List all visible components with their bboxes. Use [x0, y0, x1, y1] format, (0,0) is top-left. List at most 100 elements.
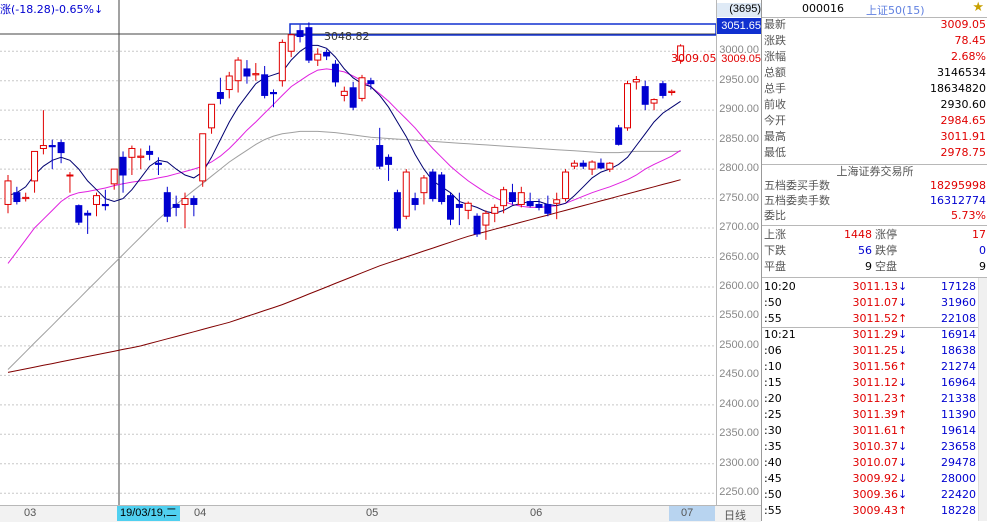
candle-body — [668, 90, 676, 93]
candle-body — [66, 174, 74, 177]
candle-body — [659, 83, 667, 96]
tick-arrow: ↓ — [898, 456, 908, 469]
candle-body — [261, 74, 269, 96]
candle-body — [402, 171, 410, 217]
crosshair-price-frame — [289, 23, 716, 36]
quote-row-value: 2930.60 — [940, 98, 987, 111]
candle-body — [411, 198, 419, 205]
tick-row[interactable]: :25 3011.39 ↑ 11390 — [762, 407, 987, 423]
crosshair-date-box: 19/03/19,二 — [117, 506, 180, 521]
breadth-label-2: 空盘 — [875, 260, 897, 273]
tick-row[interactable]: :06 3011.25 ↓ 18638 — [762, 343, 987, 359]
ma60-line — [7, 179, 681, 373]
tick-volume: 28000 — [941, 472, 976, 485]
tick-row[interactable]: :50 3011.07 ↓ 31960 — [762, 295, 987, 311]
current-price-label: 3009.05 — [671, 52, 716, 65]
candle-body — [75, 205, 83, 223]
tick-price: 3011.23 — [852, 392, 899, 405]
tick-row[interactable]: :40 3010.07 ↓ 29478 — [762, 455, 987, 471]
tick-row[interactable]: :15 3011.12 ↓ 16964 — [762, 375, 987, 391]
price-tick-label: 2850.00 — [719, 132, 759, 145]
date-axis: 03 19/03/19,二 04 05 06 07 日线 — [0, 505, 761, 522]
candle-body — [385, 156, 393, 165]
price-axis: (3695) 3051.65 3009.05 3000.00 2950.00 290… — [716, 0, 762, 505]
tick-row[interactable]: :10 3011.56 ↑ 21274 — [762, 359, 987, 375]
tick-row[interactable]: :50 3009.36 ↓ 22420 — [762, 487, 987, 503]
crosshair-price-box: 3051.65 — [717, 18, 761, 34]
quote-row: 前收 2930.60 — [762, 98, 987, 112]
tick-arrow: ↓ — [898, 344, 908, 357]
price-tick-label: 2800.00 — [719, 162, 759, 175]
candle-body — [22, 196, 30, 200]
tick-arrow: ↓ — [898, 472, 908, 485]
tick-row[interactable]: :55 3009.43 ↑ 18228 — [762, 503, 987, 519]
tick-row[interactable]: :45 3009.92 ↓ 28000 — [762, 471, 987, 487]
tick-row[interactable]: :55 3011.52 ↑ 22108 — [762, 311, 987, 328]
tick-arrow: ↑ — [898, 312, 908, 325]
breadth-value: 9 — [865, 260, 872, 273]
candle-body — [562, 171, 570, 200]
candle-body — [677, 45, 685, 61]
candle-body — [358, 77, 366, 99]
tick-row[interactable]: 10:21 3011.29 ↓ 16914 — [762, 327, 987, 343]
breadth-label: 上涨 — [764, 228, 786, 241]
candle-body — [570, 162, 578, 167]
tick-time: :25 — [764, 408, 782, 421]
tick-time: :55 — [764, 504, 782, 517]
candle-body — [323, 51, 331, 57]
candle-body — [119, 156, 127, 176]
tick-volume: 31960 — [941, 296, 976, 309]
candle-body — [632, 79, 640, 83]
candle-body — [544, 203, 552, 214]
candle-body — [199, 133, 207, 182]
tick-row[interactable]: 10:20 3011.13 ↓ 17128 — [762, 279, 987, 295]
candle-body — [349, 87, 357, 108]
period-label[interactable]: 日线 — [724, 510, 746, 522]
tick-row[interactable]: :20 3011.23 ↑ 21338 — [762, 391, 987, 407]
candle-body — [287, 34, 295, 52]
tick-arrow: ↓ — [898, 296, 908, 309]
breadth-label-2: 跌停 — [875, 244, 897, 257]
candle-body — [447, 195, 454, 220]
quote-row-value: 3011.91 — [940, 130, 987, 143]
kline-chart[interactable]: 涨(-18.28)-0.65%↓ 3048.82 3009.05 — [0, 0, 716, 505]
breadth-row: 平盘 9 空盘 9 — [762, 260, 987, 274]
favorite-star-icon[interactable]: ★ — [972, 0, 984, 15]
price-tick-label: 2650.00 — [719, 250, 759, 263]
price-tick-label: 2600.00 — [719, 279, 759, 292]
candle-body — [225, 75, 233, 91]
candle-body — [615, 127, 623, 145]
price-tick-label: 2300.00 — [719, 456, 759, 469]
tick-price: 3011.13 — [852, 280, 899, 293]
period-high-label: 3048.82 — [324, 30, 370, 43]
kline-svg[interactable] — [0, 0, 716, 505]
quote-row-label: 最低 — [764, 146, 786, 159]
quote-row-value: 2978.75 — [940, 146, 987, 159]
tick-volume: 16914 — [941, 328, 976, 341]
breadth-value-2: 17 — [972, 228, 986, 241]
candle-body — [305, 27, 313, 61]
tick-row[interactable]: :30 3011.61 ↑ 19614 — [762, 423, 987, 439]
panel-scrollbar[interactable] — [978, 278, 987, 521]
candle-body — [650, 99, 658, 104]
candle-body — [296, 30, 304, 38]
breadth-row: 下跌 56 跌停 0 — [762, 244, 987, 258]
exchange-name: 上海证券交易所 — [836, 165, 914, 178]
candle-body — [464, 202, 472, 211]
quote-row-value: 3009.05 — [940, 18, 987, 31]
count-badge: (3695) — [717, 3, 761, 17]
tick-row[interactable]: :35 3010.37 ↓ 23658 — [762, 439, 987, 455]
candle-body — [491, 206, 499, 214]
candle-body — [482, 212, 490, 226]
tick-volume: 22108 — [941, 312, 976, 325]
quote-row: 总手 18634820 — [762, 82, 987, 96]
candle-body — [473, 215, 481, 235]
ma10-line — [7, 68, 681, 264]
quote-row-label: 涨跌 — [764, 34, 786, 47]
tick-price: 3010.37 — [852, 440, 899, 453]
candle-body — [535, 203, 543, 208]
candle-body — [181, 198, 189, 205]
tick-price: 3011.12 — [852, 376, 899, 389]
tick-arrow: ↓ — [898, 376, 908, 389]
tick-volume: 29478 — [941, 456, 976, 469]
